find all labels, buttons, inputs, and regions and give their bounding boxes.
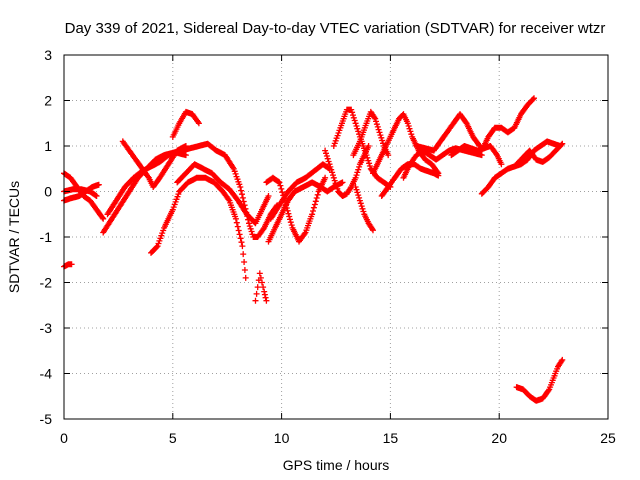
data-point-marks: [169, 108, 202, 140]
chart-title: Day 339 of 2021, Sidereal Day-to-day VTE…: [65, 20, 606, 37]
y-tick-label: -2: [40, 275, 53, 291]
y-tick-label: -1: [40, 229, 53, 245]
data-point-marks: [513, 140, 566, 168]
data-point-marks: [400, 145, 485, 181]
x-axis-label: GPS time / hours: [283, 457, 390, 473]
y-tick-label: 2: [44, 93, 52, 109]
y-tick-label: -3: [40, 320, 53, 336]
data-point-marks: [352, 184, 376, 234]
x-tick-label: 0: [60, 430, 68, 446]
y-axis-label: SDTVAR / TECUs: [6, 181, 22, 293]
data-point-marks: [252, 270, 270, 304]
series-t10: [174, 161, 272, 227]
x-tick-labels: 0 5 10 15 20 25: [60, 430, 616, 446]
data-point-marks: [478, 95, 537, 154]
y-tick-label: -4: [40, 366, 53, 382]
x-tick-label: 25: [600, 430, 616, 446]
data-point-marks: [267, 161, 333, 222]
data-point-marks: [513, 356, 566, 404]
series-t24: [478, 95, 537, 154]
y-tick-labels: 3 2 1 0 -1 -2 -3 -4 -5: [40, 47, 53, 427]
series-t7: [119, 138, 189, 190]
y-tick-label: 3: [44, 47, 52, 63]
ticks: [63, 54, 609, 420]
data-point-marks: [148, 174, 249, 281]
series-t11: [252, 270, 270, 304]
series-t26: [513, 140, 566, 168]
series-t27: [513, 356, 566, 404]
y-tick-label: 0: [44, 184, 52, 200]
x-tick-label: 15: [383, 430, 399, 446]
data-point-marks: [119, 138, 189, 190]
series-t8: [148, 174, 249, 281]
x-tick-label: 10: [274, 430, 290, 446]
x-tick-label: 20: [491, 430, 507, 446]
series-t13: [267, 161, 333, 222]
series-t22: [400, 145, 485, 181]
series-t18: [352, 184, 376, 234]
data-point-marks: [174, 161, 272, 227]
y-tick-label: -5: [40, 411, 53, 427]
y-tick-label: 1: [44, 138, 52, 154]
x-tick-label: 5: [169, 430, 177, 446]
series-t9: [169, 108, 202, 140]
data-marks: [61, 95, 566, 404]
